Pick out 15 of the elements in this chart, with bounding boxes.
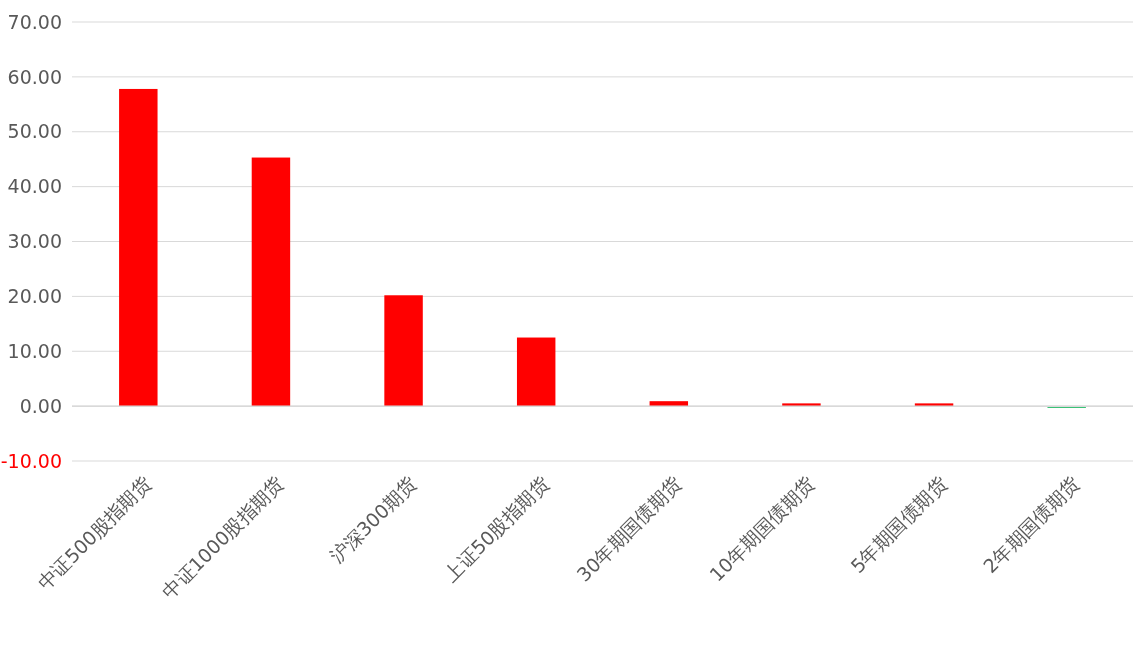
x-tick-label: 10年期国债期货	[705, 472, 819, 586]
y-tick-label: 30.00	[7, 230, 62, 253]
x-tick-label: 中证500股指期货	[33, 472, 156, 595]
y-tick-label: 0.00	[19, 394, 62, 417]
x-tick-label: 30年期国债期货	[572, 472, 686, 586]
x-tick-label: 2年期国债期货	[978, 472, 1084, 577]
y-tick-label: 20.00	[7, 285, 62, 308]
y-tick-label: -10.00	[0, 449, 62, 472]
y-tick-label: 70.00	[7, 10, 62, 33]
y-tick-label: 10.00	[7, 339, 62, 362]
y-tick-label: 50.00	[7, 120, 62, 143]
x-tick-label: 5年期国债期货	[846, 472, 951, 577]
y-tick-label: 40.00	[7, 175, 62, 198]
y-tick-label: 60.00	[7, 65, 62, 88]
x-tick-label: 上证50股指期货	[439, 472, 554, 586]
